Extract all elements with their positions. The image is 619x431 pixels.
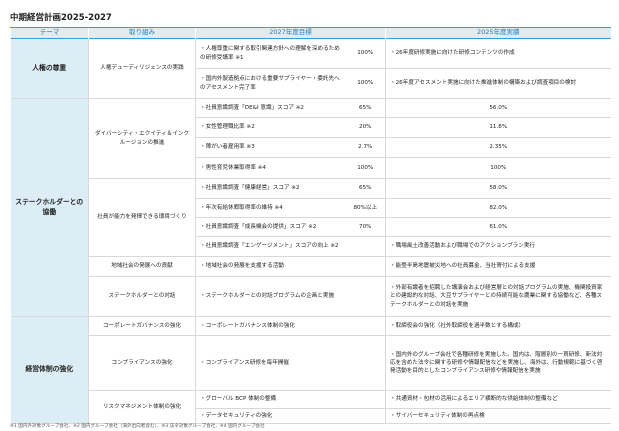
- result-cell: 58.0%: [385, 178, 611, 199]
- result-cell: 外部有識者を招聘した講演会および経営層との対話プログラムの実施、機関投資家との建…: [385, 276, 611, 317]
- table-row: ステークホルダーとの協働ダイバーシティ・エクイティ＆インクルージョンの推進社員意…: [10, 98, 611, 317]
- result-cell: 取締役会の強化（社外取締役を過半数とする構成）: [385, 316, 611, 336]
- target-cell: 男性育児休業取得率 ※4: [195, 157, 346, 179]
- target-cell: 社員意識調査「健康経営」スコア ※2: [195, 178, 346, 199]
- target-cell: 地域社会の発展を支援する活動: [195, 256, 346, 277]
- result-cell: 共通資材・包材の活用によるエリア横断的な供給体制の整備など: [385, 390, 611, 409]
- target-value: 80%以上: [345, 198, 386, 218]
- table-row: ステークホルダーとの対話ステークホルダーとの対話プログラムの企画と実施外部有識者…: [11, 276, 611, 317]
- theme-cell: 人権の尊重: [10, 38, 89, 99]
- target-value: [345, 256, 386, 277]
- target-cell: ステークホルダーとの対話プログラムの企画と実施: [195, 276, 346, 317]
- target-value: [345, 390, 386, 409]
- target-cell: 社員意識調査「エンゲージメント」スコアの向上 ※2: [195, 236, 346, 257]
- target-value: [345, 408, 386, 424]
- target-cell: データセキュリティの強化: [195, 408, 346, 424]
- result-cell: 能登半島地震被災地への社員募金、当社寄付による支援: [385, 256, 611, 277]
- initiative-cell: 地域社会の発展への貢献: [88, 256, 196, 277]
- table-row: 人権の尊重人権デューディリジェンスの実践人権尊重に関する取引関連方針への理解を深…: [10, 38, 611, 99]
- target-cell: 人権尊重に関する取引関連方針への理解を深めるための研修受講率 ※1: [195, 38, 346, 69]
- header-cell: 2027年度目標: [194, 27, 386, 39]
- header-cell: テーマ: [10, 27, 89, 39]
- initiative-cell: ステークホルダーとの対話: [88, 276, 196, 317]
- target-value: 65%: [345, 98, 386, 118]
- result-cell: 56.0%: [385, 98, 611, 118]
- theme-cell: 経営体制の強化: [10, 316, 89, 424]
- initiative-cell: ダイバーシティ・エクイティ＆インクルージョンの推進: [88, 98, 196, 179]
- target-value: 65%: [345, 178, 386, 199]
- result-cell: サイバーセキュリティ体制の再点検: [385, 408, 611, 424]
- result-cell: 職場風土改善活動および職場でのアクションプラン実行: [385, 236, 611, 257]
- result-cell: 61.0%: [385, 217, 611, 237]
- table-row: コンプライアンスの強化コンプライアンス研修を毎年開催国内外のグループ会社で各種研…: [11, 335, 611, 391]
- table-row: 社員意識調査「成長機会の提供」スコア ※270%61.0%: [11, 217, 611, 237]
- target-value: [345, 236, 386, 257]
- table-row: 国内外製造拠点における重要サプライヤー・委託先へのアセスメント完了率100%26…: [11, 68, 611, 99]
- target-cell: 社員意識調査「成長機会の提供」スコア ※2: [195, 217, 346, 237]
- result-cell: 100%: [385, 157, 611, 179]
- initiative-cell: リスクマネジメント体制の強化: [88, 390, 196, 424]
- target-value: [345, 276, 386, 317]
- footnote: ※1 国内外対象グループ会社、※2 国内グループ会社（海外出向者含む）、※3 法…: [10, 424, 265, 429]
- result-cell: 国内外のグループ会社で各種研修を実施した。国内は、階層別の一貫研修、新法対応を含…: [385, 335, 611, 391]
- target-cell: 女性管理職比率 ※2: [195, 117, 346, 138]
- table-row: 経営体制の強化コーポレートガバナンスの強化コーポレートガバナンス体制の強化 取締役…: [10, 316, 611, 424]
- header-row: テーマ 取り組み 2027年度目標 2025年度実績: [10, 27, 611, 39]
- table-body: 人権の尊重人権デューディリジェンスの実践人権尊重に関する取引関連方針への理解を深…: [10, 38, 611, 424]
- table-row: データセキュリティの強化 サイバーセキュリティ体制の再点検: [11, 408, 611, 424]
- result-cell: 26年度研修実施に向けた研修コンテンツの作成: [385, 38, 611, 69]
- table-row: リスクマネジメント体制の強化グローバル BCP 体制の整備 共通資材・包材の活用に…: [11, 390, 611, 424]
- table-row: 障がい者雇用率 ※32.7%2.35%: [11, 137, 611, 158]
- table-row: 女性管理職比率 ※220%11.8%: [11, 117, 611, 138]
- title: 中期経営計画2025-2027: [10, 13, 112, 23]
- target-value: 100%: [345, 68, 386, 99]
- result-cell: 2.35%: [385, 137, 611, 158]
- header-cell: 2025年度実績: [385, 27, 611, 39]
- result-cell: 82.0%: [385, 198, 611, 218]
- theme-cell: ステークホルダーとの協働: [10, 98, 89, 317]
- header-cell: 取り組み: [88, 27, 196, 39]
- initiative-cell: 社員が能力を発揮できる環境づくり: [88, 178, 196, 257]
- target-value: 2.7%: [345, 137, 386, 158]
- target-cell: 社員意識調査「DE&I 意識」スコア ※2: [195, 98, 346, 118]
- target-value: 100%: [345, 38, 386, 69]
- initiative-cell: 人権デューディリジェンスの実践: [88, 38, 196, 99]
- initiative-cell: コンプライアンスの強化: [88, 335, 196, 391]
- target-cell: グローバル BCP 体制の整備: [195, 390, 346, 409]
- target-cell: コーポレートガバナンス体制の強化: [195, 316, 346, 336]
- target-value: 100%: [345, 157, 386, 179]
- target-cell: 障がい者雇用率 ※3: [195, 137, 346, 158]
- table-row: 社員が能力を発揮できる環境づくり社員意識調査「健康経営」スコア ※265%58.…: [11, 178, 611, 257]
- target-cell: 国内外製造拠点における重要サプライヤー・委託先へのアセスメント完了率: [195, 68, 346, 99]
- target-cell: 年次有給休暇取得率の維持 ※4: [195, 198, 346, 218]
- result-cell: 11.8%: [385, 117, 611, 138]
- initiative-cell: コーポレートガバナンスの強化: [88, 316, 196, 336]
- target-value: [345, 316, 386, 336]
- target-value: 20%: [345, 117, 386, 138]
- target-value: [345, 335, 386, 391]
- result-cell: 26年度アセスメント実施に向けた推進体制の構築および調査項目の検討: [385, 68, 611, 99]
- target-value: 70%: [345, 217, 386, 237]
- plan-table: テーマ 取り組み 2027年度目標 2025年度実績 人権の尊重 人権デューディリ…: [10, 27, 611, 424]
- target-cell: コンプライアンス研修を毎年開催: [195, 335, 346, 391]
- table-row: 地域社会の発展への貢献地域社会の発展を支援する活動 能登半島地震被災地への社員募金…: [11, 256, 611, 277]
